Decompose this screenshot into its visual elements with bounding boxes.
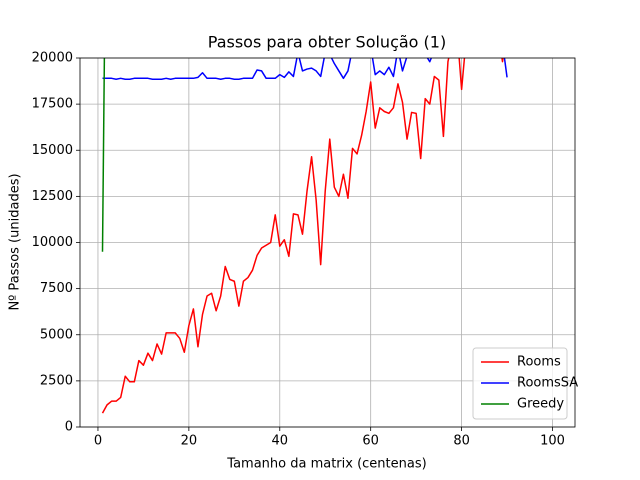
y-tick-label: 20000	[32, 51, 73, 66]
y-axis-label: Nº Passos (unidades)	[8, 173, 23, 310]
series-line	[101, 58, 106, 252]
y-tick-label: 5000	[40, 327, 73, 342]
legend-label: Rooms	[517, 355, 561, 370]
legend: Rooms RoomsSA Greedy	[472, 347, 578, 420]
series-line	[102, 58, 508, 80]
legend-label: Greedy	[517, 397, 564, 412]
series-line	[101, 58, 504, 414]
y-tick-label: 10000	[32, 235, 73, 250]
x-axis-label: Tamanho da matrix (centenas)	[226, 457, 426, 472]
x-tick-label: 20	[181, 434, 198, 449]
plot-frame	[79, 57, 576, 428]
chart-title: Passos para obter Solução (1)	[208, 33, 446, 52]
y-tick-label: 2500	[40, 373, 73, 388]
legend-box	[472, 347, 568, 420]
x-tick-label: 0	[94, 434, 102, 449]
x-tick-label: 80	[453, 434, 470, 449]
y-tick-label: 12500	[32, 189, 73, 204]
y-tick-label: 17500	[32, 97, 73, 112]
x-tick-label: 100	[540, 434, 565, 449]
y-tick-label: 0	[65, 420, 73, 435]
y-tick-label: 15000	[32, 143, 73, 158]
x-tick-label: 60	[362, 434, 379, 449]
y-tick-label: 7500	[40, 281, 73, 296]
plot-lines	[101, 58, 508, 414]
axes: 0 20 40 60 80 100 0 2500 5000 7500 10000 12500 15000…	[32, 51, 576, 449]
legend-label: RoomsSA	[517, 376, 578, 391]
x-tick-label: 40	[271, 434, 288, 449]
